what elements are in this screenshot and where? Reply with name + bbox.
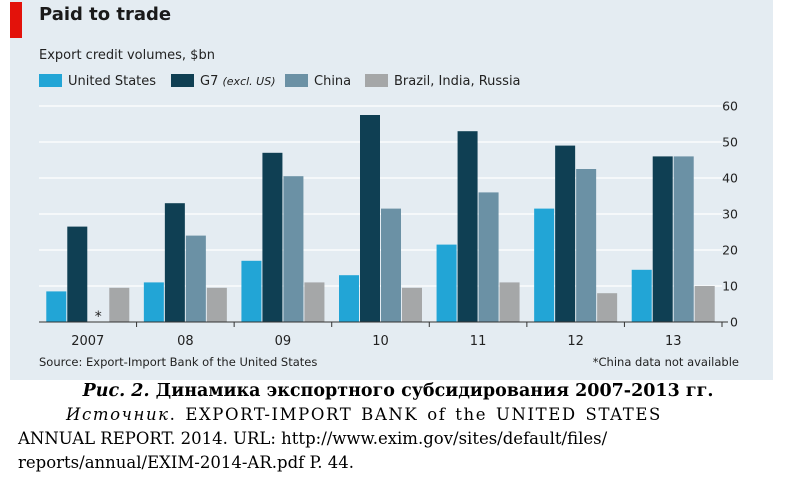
legend-label: Brazil, India, Russia (394, 74, 521, 89)
bar (206, 287, 227, 322)
legend-swatch-united-states (39, 74, 62, 87)
legend-label: G7 (200, 74, 219, 89)
bar (339, 275, 359, 322)
bar (478, 192, 499, 322)
legend-item-united-states: United States (39, 74, 156, 89)
bar (402, 287, 422, 322)
figure-source-line-1: Источник. EXPORT-IMPORT BANK of the UNIT… (18, 403, 778, 427)
bar (143, 282, 164, 322)
bar (534, 208, 555, 322)
legend-item-brazil-india-russia: Brazil, India, Russia (365, 74, 521, 89)
bar (109, 287, 130, 322)
bar (46, 291, 67, 322)
bar (185, 235, 206, 322)
figure-source-label: Источник (66, 405, 170, 424)
figure-title: Рис. 2. Динамика экспортного субсидирова… (18, 379, 778, 403)
legend-item-g7: G7 (excl. US) (171, 74, 276, 89)
figure-source-line-2: ANNUAL REPORT. 2014. URL: http://www.exi… (18, 429, 608, 448)
x-tick-label: 11 (470, 334, 487, 349)
chart-source: Source: Export-Import Bank of the United… (39, 355, 318, 369)
x-tick-label: 2007 (71, 334, 104, 349)
figure-source: Источник. EXPORT-IMPORT BANK of the UNIT… (18, 403, 778, 475)
bar (631, 269, 652, 322)
figure-number: Рис. 2. (82, 381, 150, 401)
bar (499, 282, 520, 322)
y-tick-label: 40 (722, 171, 738, 186)
figure-caption: Рис. 2. Динамика экспортного субсидирова… (18, 379, 778, 475)
y-tick-label: 50 (722, 135, 738, 150)
bar (436, 244, 457, 322)
y-tick-label: 10 (722, 279, 738, 294)
bar (304, 282, 325, 322)
chart-subtitle: Export credit volumes, $bn (39, 48, 215, 63)
bar (576, 169, 597, 322)
chart-footnote: *China data not available (592, 355, 739, 369)
bar (457, 131, 478, 322)
legend-swatch-g7 (171, 74, 194, 87)
figure-source-line-3: reports/annual/EXIM-2014-AR.pdf P. 44. (18, 453, 354, 472)
bar (673, 156, 694, 322)
legend-swatch-china (285, 74, 308, 87)
missing-data-marker: * (95, 309, 102, 325)
bar (67, 226, 88, 322)
chart-title: Paid to trade (39, 4, 172, 25)
y-tick-label: 20 (722, 243, 738, 258)
y-tick-label: 0 (730, 315, 738, 330)
bar (164, 203, 185, 322)
legend-label: United States (68, 74, 157, 89)
figure-title-text: Динамика экспортного субсидирования 2007… (155, 381, 714, 401)
bar (283, 176, 304, 322)
legend-swatch-brazil-india-russia (365, 74, 388, 87)
bar (262, 152, 283, 322)
bar (360, 115, 380, 322)
bar (597, 293, 618, 322)
bar (241, 260, 262, 322)
x-tick-label: 13 (665, 334, 682, 349)
legend-label: China (314, 74, 352, 89)
figure-source-text-1: . EXPORT-IMPORT BANK of the UNITED STATE… (169, 405, 662, 424)
legend-item-china: China (285, 74, 351, 89)
bar (555, 145, 576, 322)
bar-chart: 0 10 20 30 40 50 60 * 2007 08 09 10 11 12 13 (39, 99, 738, 349)
x-tick-label: 09 (275, 334, 292, 349)
legend-note: (excl. US) (222, 75, 276, 88)
y-tick-label: 30 (722, 207, 738, 222)
bar (381, 208, 401, 322)
y-tick-label: 60 (722, 99, 738, 114)
x-tick-label: 08 (177, 334, 194, 349)
bar (694, 286, 715, 322)
x-tick-label: 10 (372, 334, 389, 349)
bar (652, 156, 673, 322)
brand-tab (10, 2, 22, 38)
x-tick-label: 12 (567, 334, 584, 349)
